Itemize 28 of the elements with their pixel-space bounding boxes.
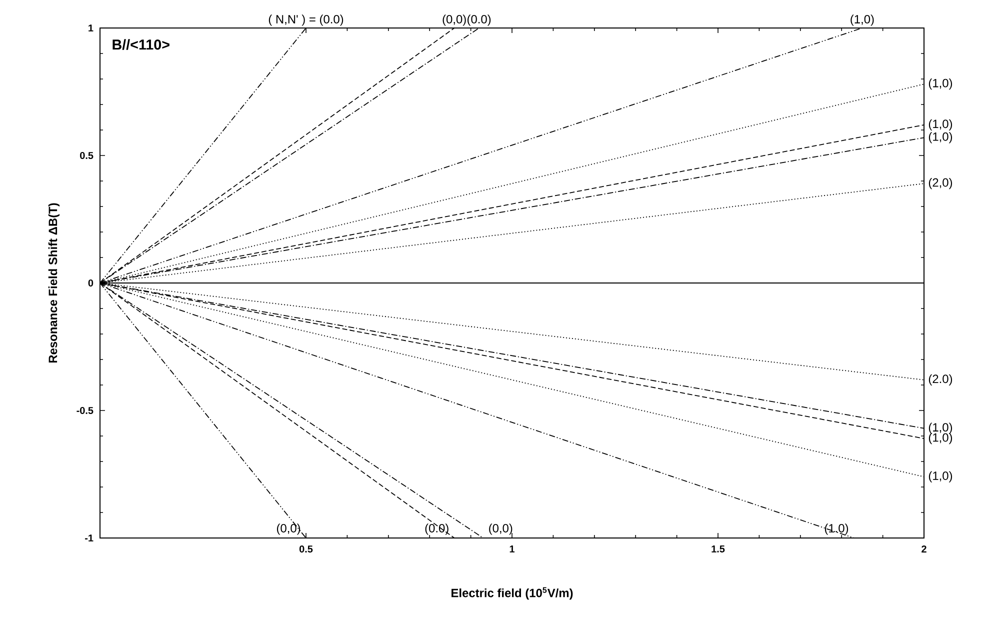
y-tick-label: -1 xyxy=(85,534,94,542)
y-tick-label: 0.5 xyxy=(80,152,94,160)
annotation: (1,0) xyxy=(928,432,952,444)
y-tick-label: -0.5 xyxy=(76,406,94,414)
annotation: (1,0) xyxy=(928,471,952,482)
annotation: (1,0) xyxy=(928,119,952,130)
x-axis-title: Electric field (10$^{5}$V/m) xyxy=(452,587,573,600)
annotation: (1,0) xyxy=(850,14,874,26)
annotation: (0,0) xyxy=(489,524,512,535)
annotation: (2,0) xyxy=(928,178,952,190)
y-axis-title: Resonance Field Shift ΔB(T) xyxy=(48,203,60,363)
annotation: (1,0) xyxy=(928,78,952,90)
x-tick-label: 2 xyxy=(922,546,926,552)
annotation: B//<110> xyxy=(112,39,170,50)
annotation: (0.0) xyxy=(425,524,448,535)
annotation: ( N,N' ) = (0.0) xyxy=(268,14,344,26)
y-tick-label: 0 xyxy=(88,279,94,287)
annotation: (1.0) xyxy=(824,524,848,535)
annotation: (1,0) xyxy=(928,422,952,434)
x-tick-label: 1.5 xyxy=(712,546,725,552)
annotation: (0.0) xyxy=(467,14,491,26)
x-tick-label: 1 xyxy=(510,546,514,552)
annotation: (0,0) xyxy=(442,14,466,26)
annotation: (1,0) xyxy=(928,132,952,144)
x-tick-label: 0.5 xyxy=(299,546,313,553)
y-tick-label: 1 xyxy=(88,24,94,32)
annotation: (0,0) xyxy=(276,524,300,535)
annotation: (2.0) xyxy=(928,374,952,386)
